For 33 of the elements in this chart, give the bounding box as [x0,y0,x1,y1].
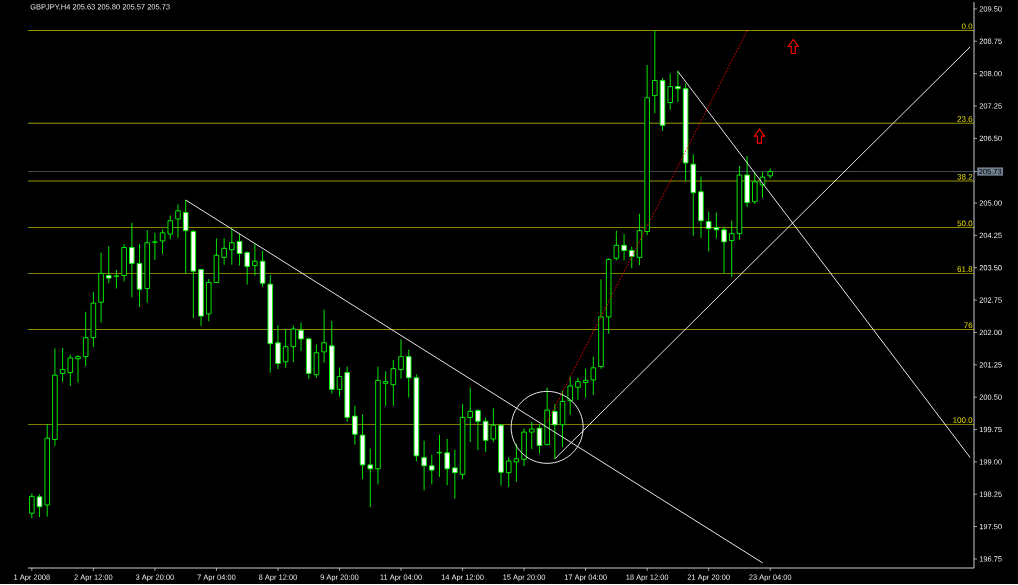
candlestick [752,172,758,205]
candlestick [575,377,581,401]
candlestick [444,438,450,486]
candlestick [298,322,304,352]
candlestick [229,228,235,266]
candlestick [536,424,543,455]
candlestick [336,367,343,398]
candlestick [129,222,135,299]
candlestick [421,440,427,491]
candlestick [175,204,181,239]
candlestick [529,421,535,450]
candlestick [36,493,43,518]
candlestick [621,233,627,262]
candlestick [652,30,658,114]
candlestick [29,493,35,520]
candlestick [452,449,458,500]
candlestick [721,226,727,274]
candlestick [613,230,620,262]
candlestick [252,243,258,277]
candlestick [475,408,481,451]
candlestick [244,251,250,286]
candlestick [559,390,566,448]
candlestick [75,355,81,384]
candlestick [667,73,673,111]
candlestick [236,233,243,267]
candlestick [275,324,281,370]
candlestick [221,238,227,266]
candlestick [429,454,435,485]
candlestick [567,376,573,416]
candlestick [321,309,327,364]
candlestick [398,339,404,380]
candlestick [152,232,158,261]
candlestick [352,405,358,446]
